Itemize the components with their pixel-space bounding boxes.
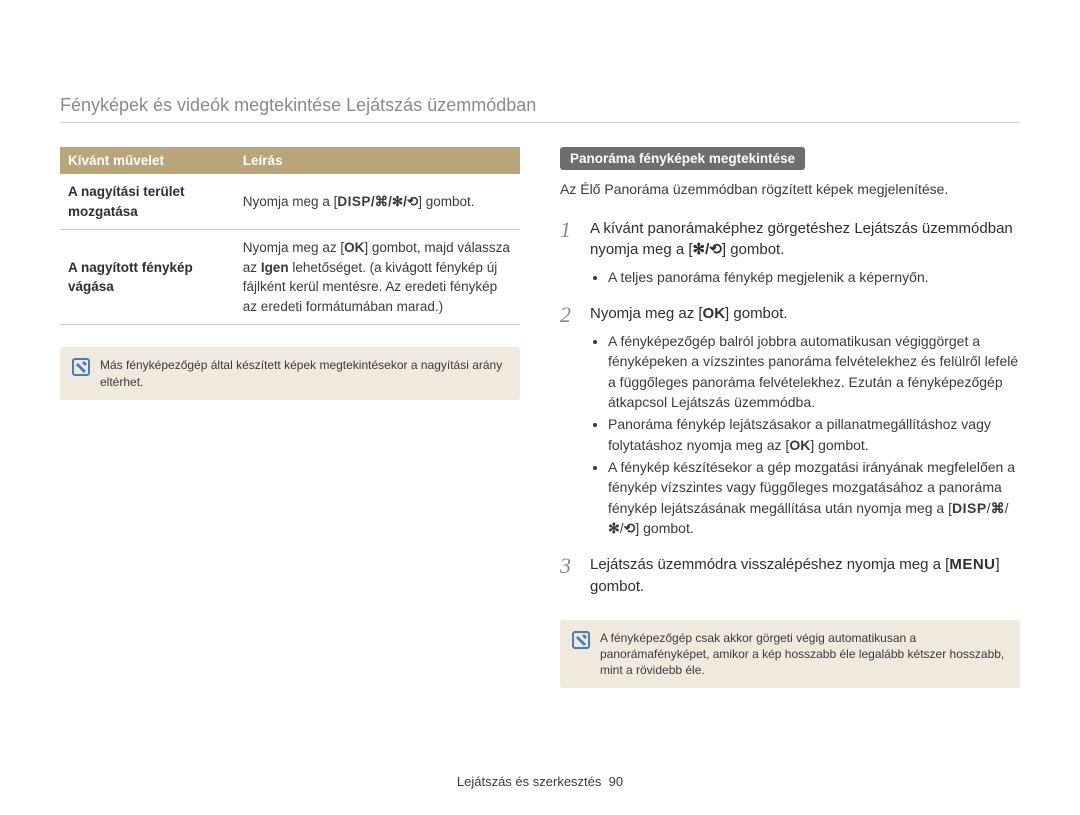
ok-label: OK: [703, 305, 726, 322]
step-bullets: A fényképezőgép balról jobbra automatiku…: [608, 331, 1020, 538]
page-footer: Lejátszás és szerkesztés 90: [0, 774, 1080, 789]
row-label: A nagyított fénykép vágása: [60, 230, 235, 325]
note-icon: [572, 631, 590, 649]
step-body: A kívánt panorámaképhez görgetéshez Lejá…: [590, 218, 1020, 290]
step-number: 3: [560, 554, 578, 598]
footer-page: 90: [609, 774, 623, 789]
title-rule: [60, 122, 1020, 123]
step-number: 2: [560, 303, 578, 540]
menu-label: MENU: [949, 556, 995, 573]
columns: Kívánt művelet Leírás A nagyítási terüle…: [60, 147, 1020, 688]
page: Fényképek és videók megtekintése Lejátsz…: [0, 0, 1080, 688]
flash-timer-icons: ✻/⟲: [693, 241, 722, 258]
note-icon: [72, 358, 90, 376]
step-body: Lejátszás üzemmódra visszalépéshez nyomj…: [590, 554, 1020, 598]
step: 1 A kívánt panorámaképhez görgetéshez Le…: [560, 218, 1020, 290]
steps-list: 1 A kívánt panorámaképhez görgetéshez Le…: [560, 218, 1020, 598]
step: 2 Nyomja meg az [OK] gombot. A fényképez…: [560, 303, 1020, 540]
footer-label: Lejátszás és szerkesztés: [457, 774, 602, 789]
table-row: A nagyítási terület mozgatása Nyomja meg…: [60, 174, 520, 230]
operations-table: Kívánt művelet Leírás A nagyítási terüle…: [60, 147, 520, 325]
table-row: A nagyított fénykép vágása Nyomja meg az…: [60, 230, 520, 325]
left-column: Kívánt művelet Leírás A nagyítási terüle…: [60, 147, 520, 688]
row-label: A nagyítási terület mozgatása: [60, 174, 235, 230]
table-head-description: Leírás: [235, 147, 520, 174]
intro-text: Az Élő Panoráma üzemmódban rögzített kép…: [560, 180, 1020, 200]
table-head-operation: Kívánt művelet: [60, 147, 235, 174]
bullet: A teljes panoráma fénykép megjelenik a k…: [608, 267, 1020, 287]
row-desc: Nyomja meg az [OK] gombot, majd válassza…: [235, 230, 520, 325]
note-text: Más fényképezőgép által készített képek …: [100, 357, 508, 389]
section-pill: Panoráma fényképek megtekintése: [560, 147, 805, 170]
step-number: 1: [560, 218, 578, 290]
right-column: Panoráma fényképek megtekintése Az Élő P…: [560, 147, 1020, 688]
step-bullets: A teljes panoráma fénykép megjelenik a k…: [608, 267, 1020, 287]
icons-inline: /⌘/✻/⟲: [371, 194, 418, 209]
note-text: A fényképezőgép csak akkor görgeti végig…: [600, 630, 1008, 679]
row-desc: Nyomja meg a [DISP/⌘/✻/⟲] gombot.: [235, 174, 520, 230]
bullet: A fényképezőgép balról jobbra automatiku…: [608, 331, 1020, 412]
bullet: Panoráma fénykép lejátszásakor a pillana…: [608, 414, 1020, 455]
disp-label: DISP: [337, 194, 371, 209]
page-title: Fényképek és videók megtekintése Lejátsz…: [60, 95, 1020, 116]
step: 3 Lejátszás üzemmódra visszalépéshez nyo…: [560, 554, 1020, 598]
note-box-right: A fényképezőgép csak akkor görgeti végig…: [560, 620, 1020, 689]
step-body: Nyomja meg az [OK] gombot. A fényképezőg…: [590, 303, 1020, 540]
bullet: A fénykép készítésekor a gép mozgatási i…: [608, 457, 1020, 538]
note-box-left: Más fényképezőgép által készített képek …: [60, 347, 520, 399]
